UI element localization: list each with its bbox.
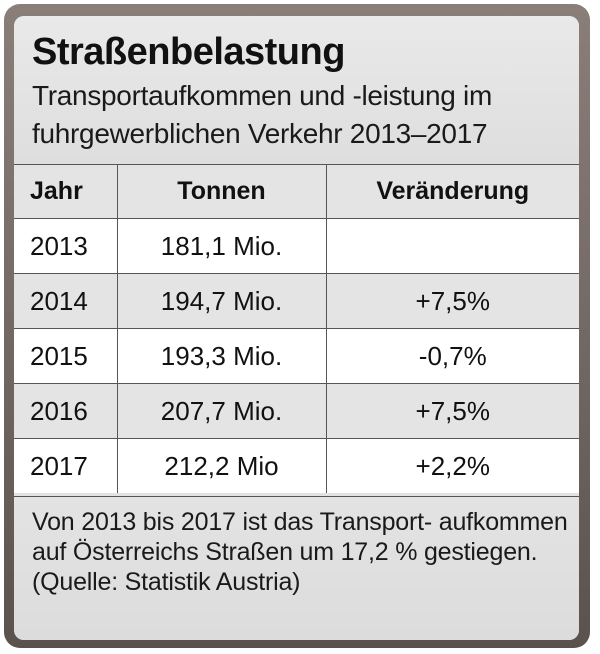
cell-year: 2015 xyxy=(14,328,118,384)
source-note: Von 2013 bis 2017 ist das Transport- auf… xyxy=(32,508,568,596)
data-table-wrap: Jahr Tonnen Veränderung 2013 181,1 Mio. … xyxy=(14,164,579,496)
cell-year: 2017 xyxy=(14,438,118,493)
table-row: 2015 193,3 Mio. -0,7% xyxy=(14,328,579,384)
cell-change: +7,5% xyxy=(326,383,579,439)
table-row: 2014 194,7 Mio. +7,5% xyxy=(14,273,579,329)
cell-change: +2,2% xyxy=(326,438,579,493)
cell-year: 2016 xyxy=(14,383,118,439)
cell-tonnen: 194,7 Mio. xyxy=(117,273,327,329)
chart-title: Straßenbelastung xyxy=(32,31,345,73)
table-row: 2013 181,1 Mio. xyxy=(14,218,579,274)
header: Straßenbelastung Transportaufkommen und … xyxy=(14,16,579,164)
infobox-panel: Straßenbelastung Transportaufkommen und … xyxy=(14,16,579,640)
cell-tonnen: 181,1 Mio. xyxy=(117,218,327,274)
cell-tonnen: 207,7 Mio. xyxy=(117,383,327,439)
table-row: 2016 207,7 Mio. +7,5% xyxy=(14,383,579,439)
cell-change: +7,5% xyxy=(326,273,579,329)
header-tonnen: Tonnen xyxy=(117,164,327,219)
header-veraenderung: Veränderung xyxy=(326,164,579,219)
cell-tonnen: 212,2 Mio xyxy=(117,438,327,493)
table-header-row: Jahr Tonnen Veränderung xyxy=(14,164,579,219)
footer: Von 2013 bis 2017 ist das Transport- auf… xyxy=(14,496,579,640)
header-jahr: Jahr xyxy=(14,164,118,219)
table-row: 2017 212,2 Mio +2,2% xyxy=(14,438,579,493)
chart-subtitle: Transportaufkommen und -leistung im fuhr… xyxy=(32,80,493,149)
data-table: Jahr Tonnen Veränderung 2013 181,1 Mio. … xyxy=(14,164,579,493)
cell-change: -0,7% xyxy=(326,328,579,384)
cell-year: 2014 xyxy=(14,273,118,329)
cell-tonnen: 193,3 Mio. xyxy=(117,328,327,384)
cell-change xyxy=(326,218,579,274)
cell-year: 2013 xyxy=(14,218,118,274)
